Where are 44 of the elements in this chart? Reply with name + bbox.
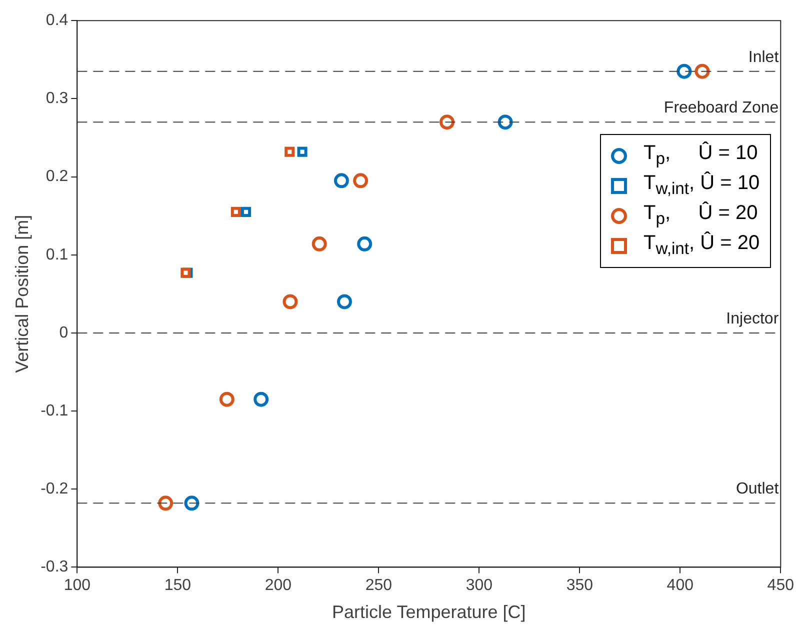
y-tick-label: 0.4 — [46, 12, 68, 30]
x-tick-label: 250 — [365, 577, 392, 594]
y-tick-label: 0.3 — [46, 90, 68, 108]
x-tick-label: 350 — [566, 577, 594, 594]
x-tick-label: 300 — [466, 577, 493, 594]
y-axis-title: Vertical Position [m] — [12, 214, 32, 373]
point — [184, 496, 200, 511]
point — [230, 206, 241, 217]
point — [312, 236, 327, 252]
ref-line-label: Outlet — [736, 480, 780, 498]
x-tick-label: 200 — [264, 577, 292, 594]
point — [219, 392, 234, 407]
legend-label: T$_{p}$, Û = 10 — [643, 142, 758, 170]
point — [158, 496, 174, 511]
legend-label: T$_{w,int}$, Û = 10 — [643, 172, 760, 200]
ref-line-label: Inlet — [748, 48, 780, 66]
legend-label: T$_{w,int}$, Û = 20 — [643, 232, 760, 260]
x-tick-label: 150 — [164, 577, 192, 594]
point — [336, 294, 352, 310]
point — [694, 64, 710, 79]
ref-line-label: Injector — [726, 310, 780, 328]
point — [357, 236, 372, 252]
y-tick-label: 0.2 — [46, 168, 68, 186]
legend-label: T$_{p}$, Û = 20 — [643, 202, 758, 230]
x-tick-label: 450 — [767, 577, 794, 594]
point — [284, 146, 295, 157]
y-tick-label: 0 — [59, 324, 68, 342]
y-tick-label: -0.2 — [40, 480, 68, 498]
point — [440, 114, 454, 130]
x-tick-label: 100 — [64, 577, 91, 594]
point — [498, 114, 513, 130]
point — [297, 146, 308, 157]
point — [254, 392, 269, 407]
point — [240, 206, 252, 217]
point — [334, 173, 349, 188]
point — [282, 294, 298, 310]
y-tick-label: 0.1 — [46, 246, 68, 264]
y-tick-label: -0.1 — [40, 402, 68, 420]
point — [353, 173, 368, 188]
ref-line-label: Freeboard Zone — [664, 100, 779, 117]
y-tick-label: -0.3 — [40, 558, 68, 576]
point — [676, 64, 692, 79]
x-axis-title: Particle Temperature [C] — [332, 602, 526, 622]
x-tick-label: 400 — [666, 577, 694, 594]
